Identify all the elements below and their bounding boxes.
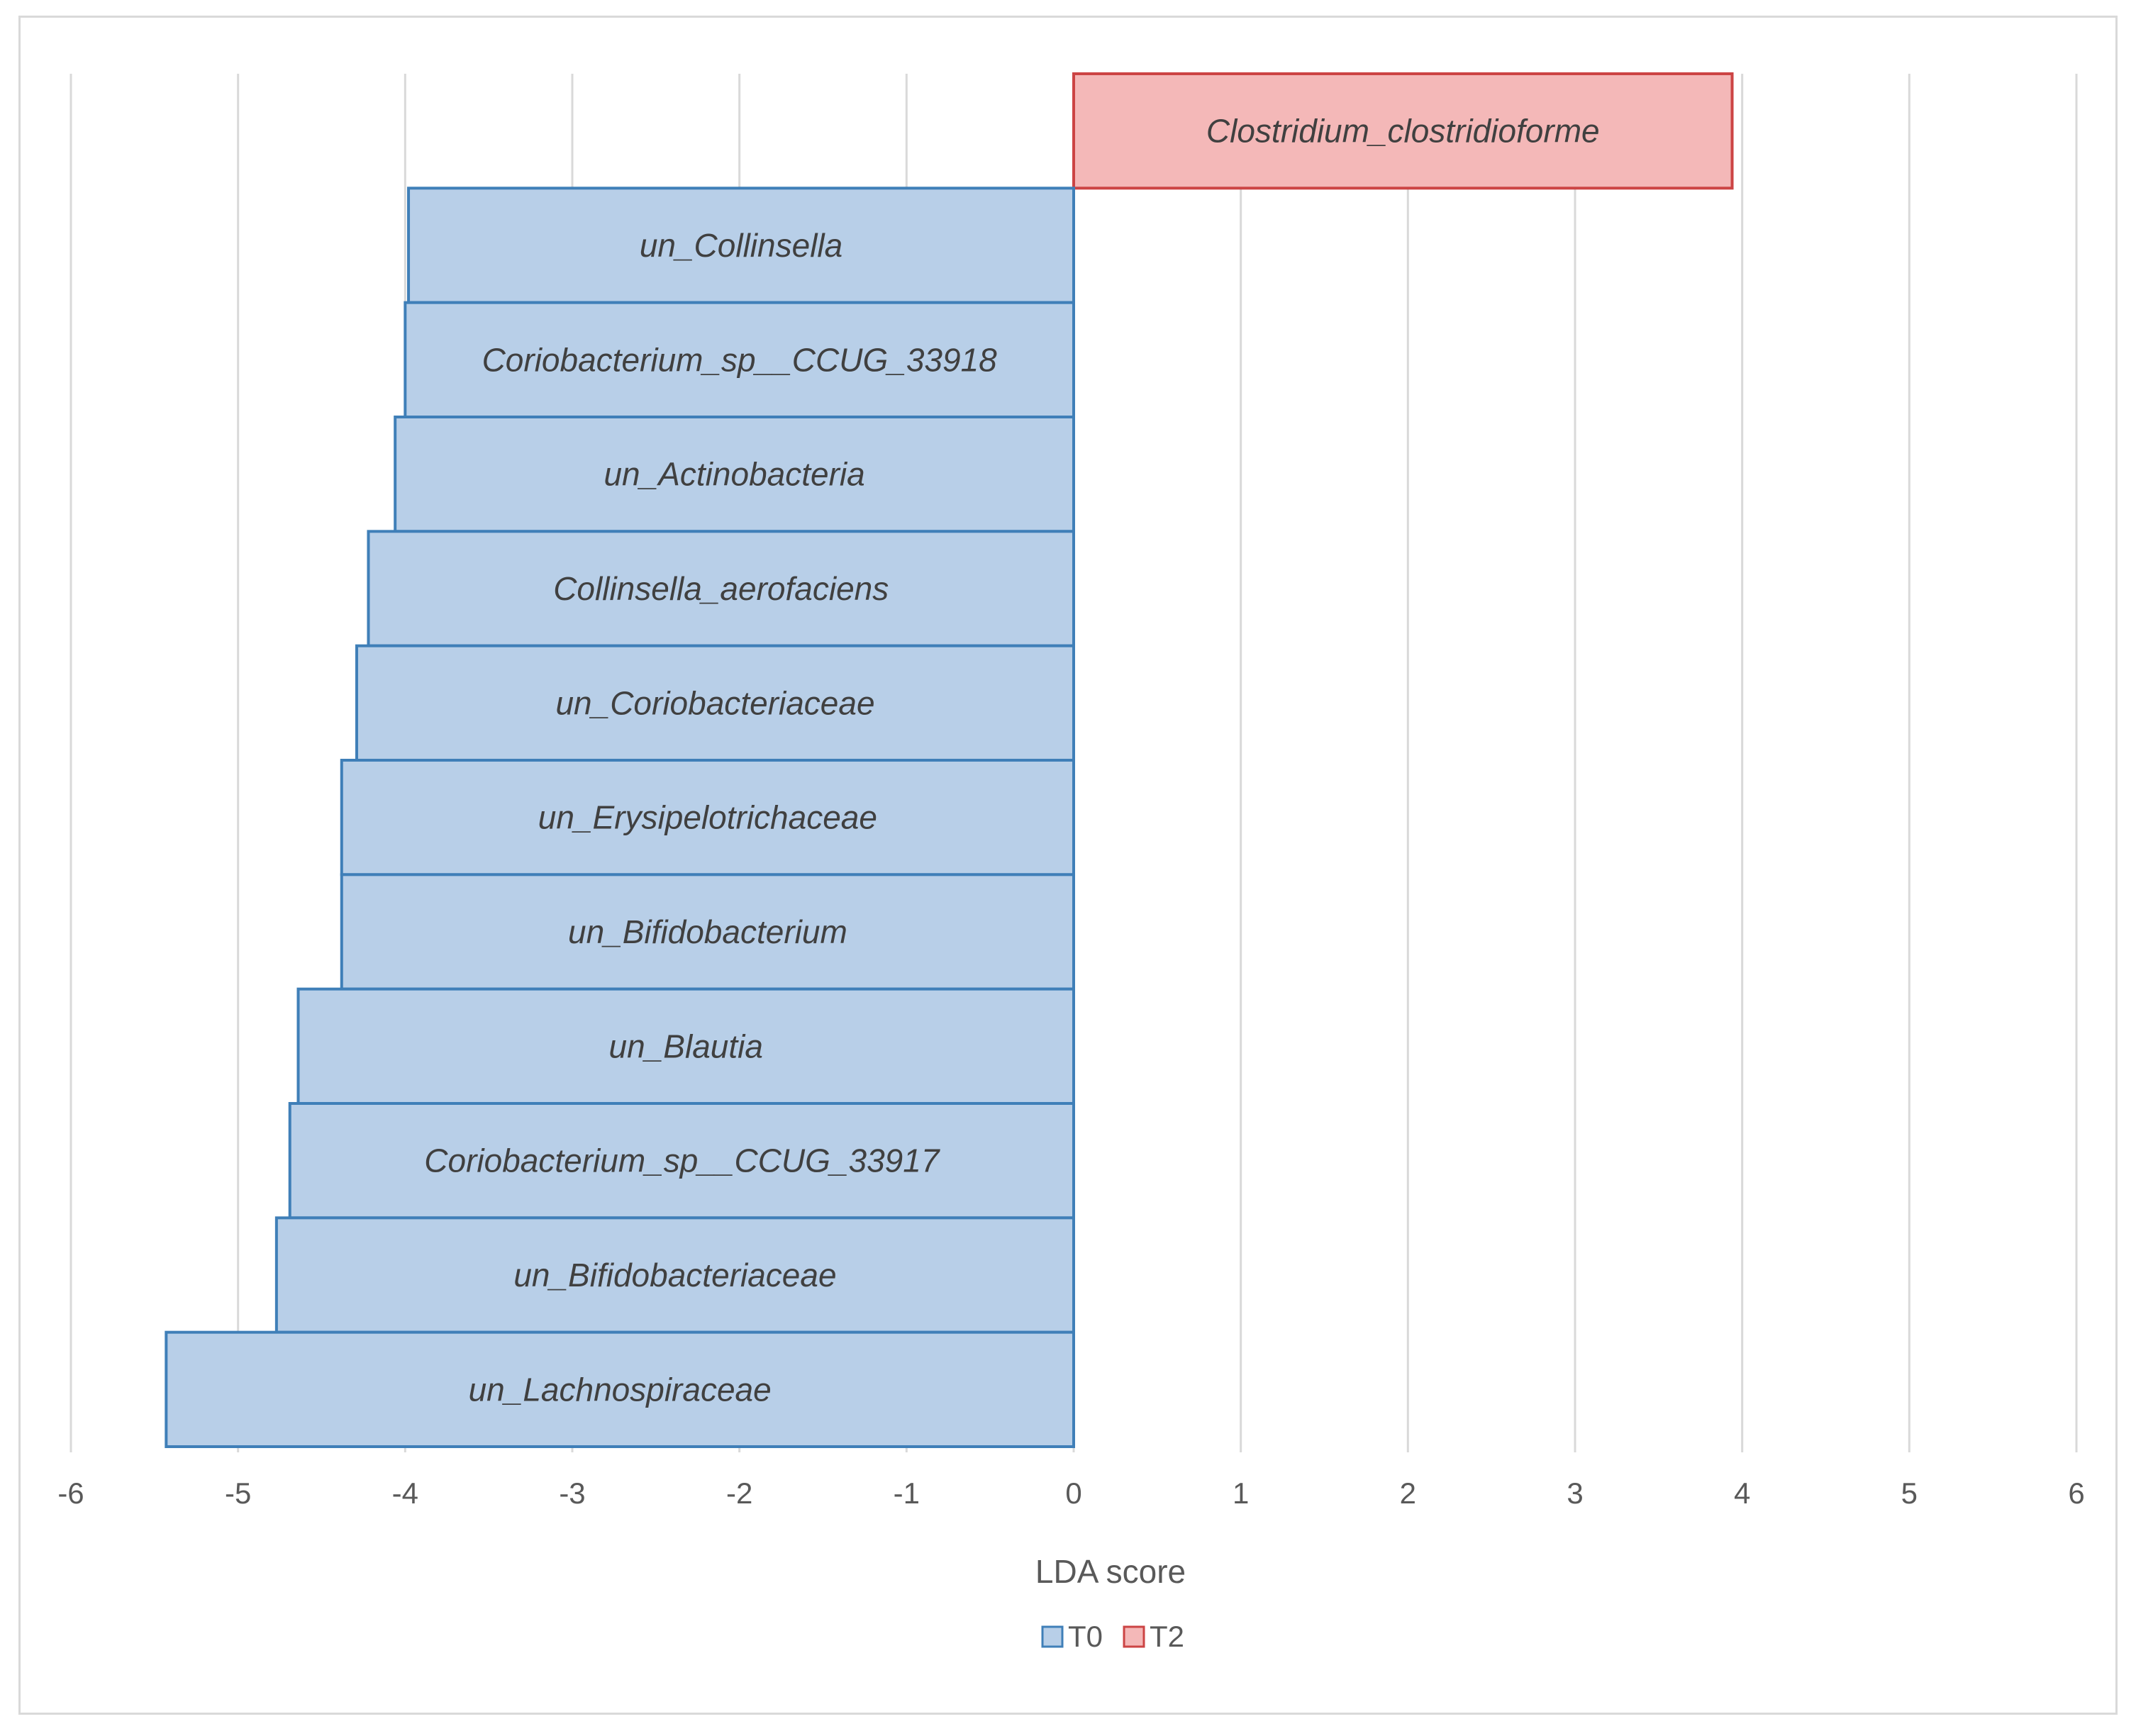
x-tick-label: -4 [392,1476,418,1510]
bar-un_Collinsella [407,187,1075,304]
x-tick-label: 3 [1567,1476,1583,1510]
x-tick-label: -3 [559,1476,585,1510]
bar-un_Lachnospiraceae [165,1330,1076,1448]
legend-swatch-T0 [1041,1625,1064,1648]
bar-label: un_Coriobacteriaceae [555,684,874,721]
bar-label: Collinsella_aerofaciens [553,570,889,607]
x-tick-labels: -6 -5 -4 -3 -2 -1 0 1 2 3 4 5 6 [57,1476,2084,1510]
legend-swatch-T2 [1123,1625,1145,1648]
x-tick-label: -1 [894,1476,920,1510]
bar-label: Coriobacterium_sp__CCUG_33917 [424,1142,940,1179]
bar-label: un_Bifidobacterium [568,913,847,950]
bar-un_Bifidobacteriaceae [274,1216,1075,1334]
bar-label: Coriobacterium_sp__CCUG_33918 [482,341,998,378]
x-tick-label: -5 [225,1476,251,1510]
bar-label: un_Actinobacteria [603,456,864,493]
bar-un_Actinobacteria [394,416,1075,533]
x-tick-label: 6 [2068,1476,2084,1510]
bar-label: un_Blautia [609,1028,763,1064]
bar-label: Clostridium_clostridioforme [1206,113,1600,150]
x-axis-title: LDA score [1035,1553,1186,1590]
bars: Clostridium_clostridioforme un_Collinsell… [165,72,1734,1448]
legend: T0 T2 [1041,1620,1184,1653]
bar-Coriobacterium_sp__CCUG_33917 [288,1102,1075,1220]
bar-un_Coriobacteriaceae [355,644,1075,762]
bar-label: un_Lachnospiraceae [469,1371,772,1408]
x-tick-label: 5 [1901,1476,1918,1510]
x-tick-label: -6 [57,1476,84,1510]
bar-un_Bifidobacterium [340,873,1075,991]
bar-un_Erysipelotrichaceae [340,759,1075,877]
x-tick-label: 2 [1400,1476,1416,1510]
legend-label: T2 [1150,1620,1184,1653]
bar-label: un_Erysipelotrichaceae [538,799,877,836]
x-tick-label: 0 [1065,1476,1081,1510]
bar-Clostridium_clostridioforme [1072,72,1734,190]
x-tick-label: 4 [1734,1476,1750,1510]
bar-label: un_Bifidobacteriaceae [513,1257,836,1293]
x-tick-label: -2 [726,1476,752,1510]
bar-label: un_Collinsella [640,227,842,264]
legend-label: T0 [1068,1620,1103,1653]
x-tick-label: 1 [1233,1476,1249,1510]
